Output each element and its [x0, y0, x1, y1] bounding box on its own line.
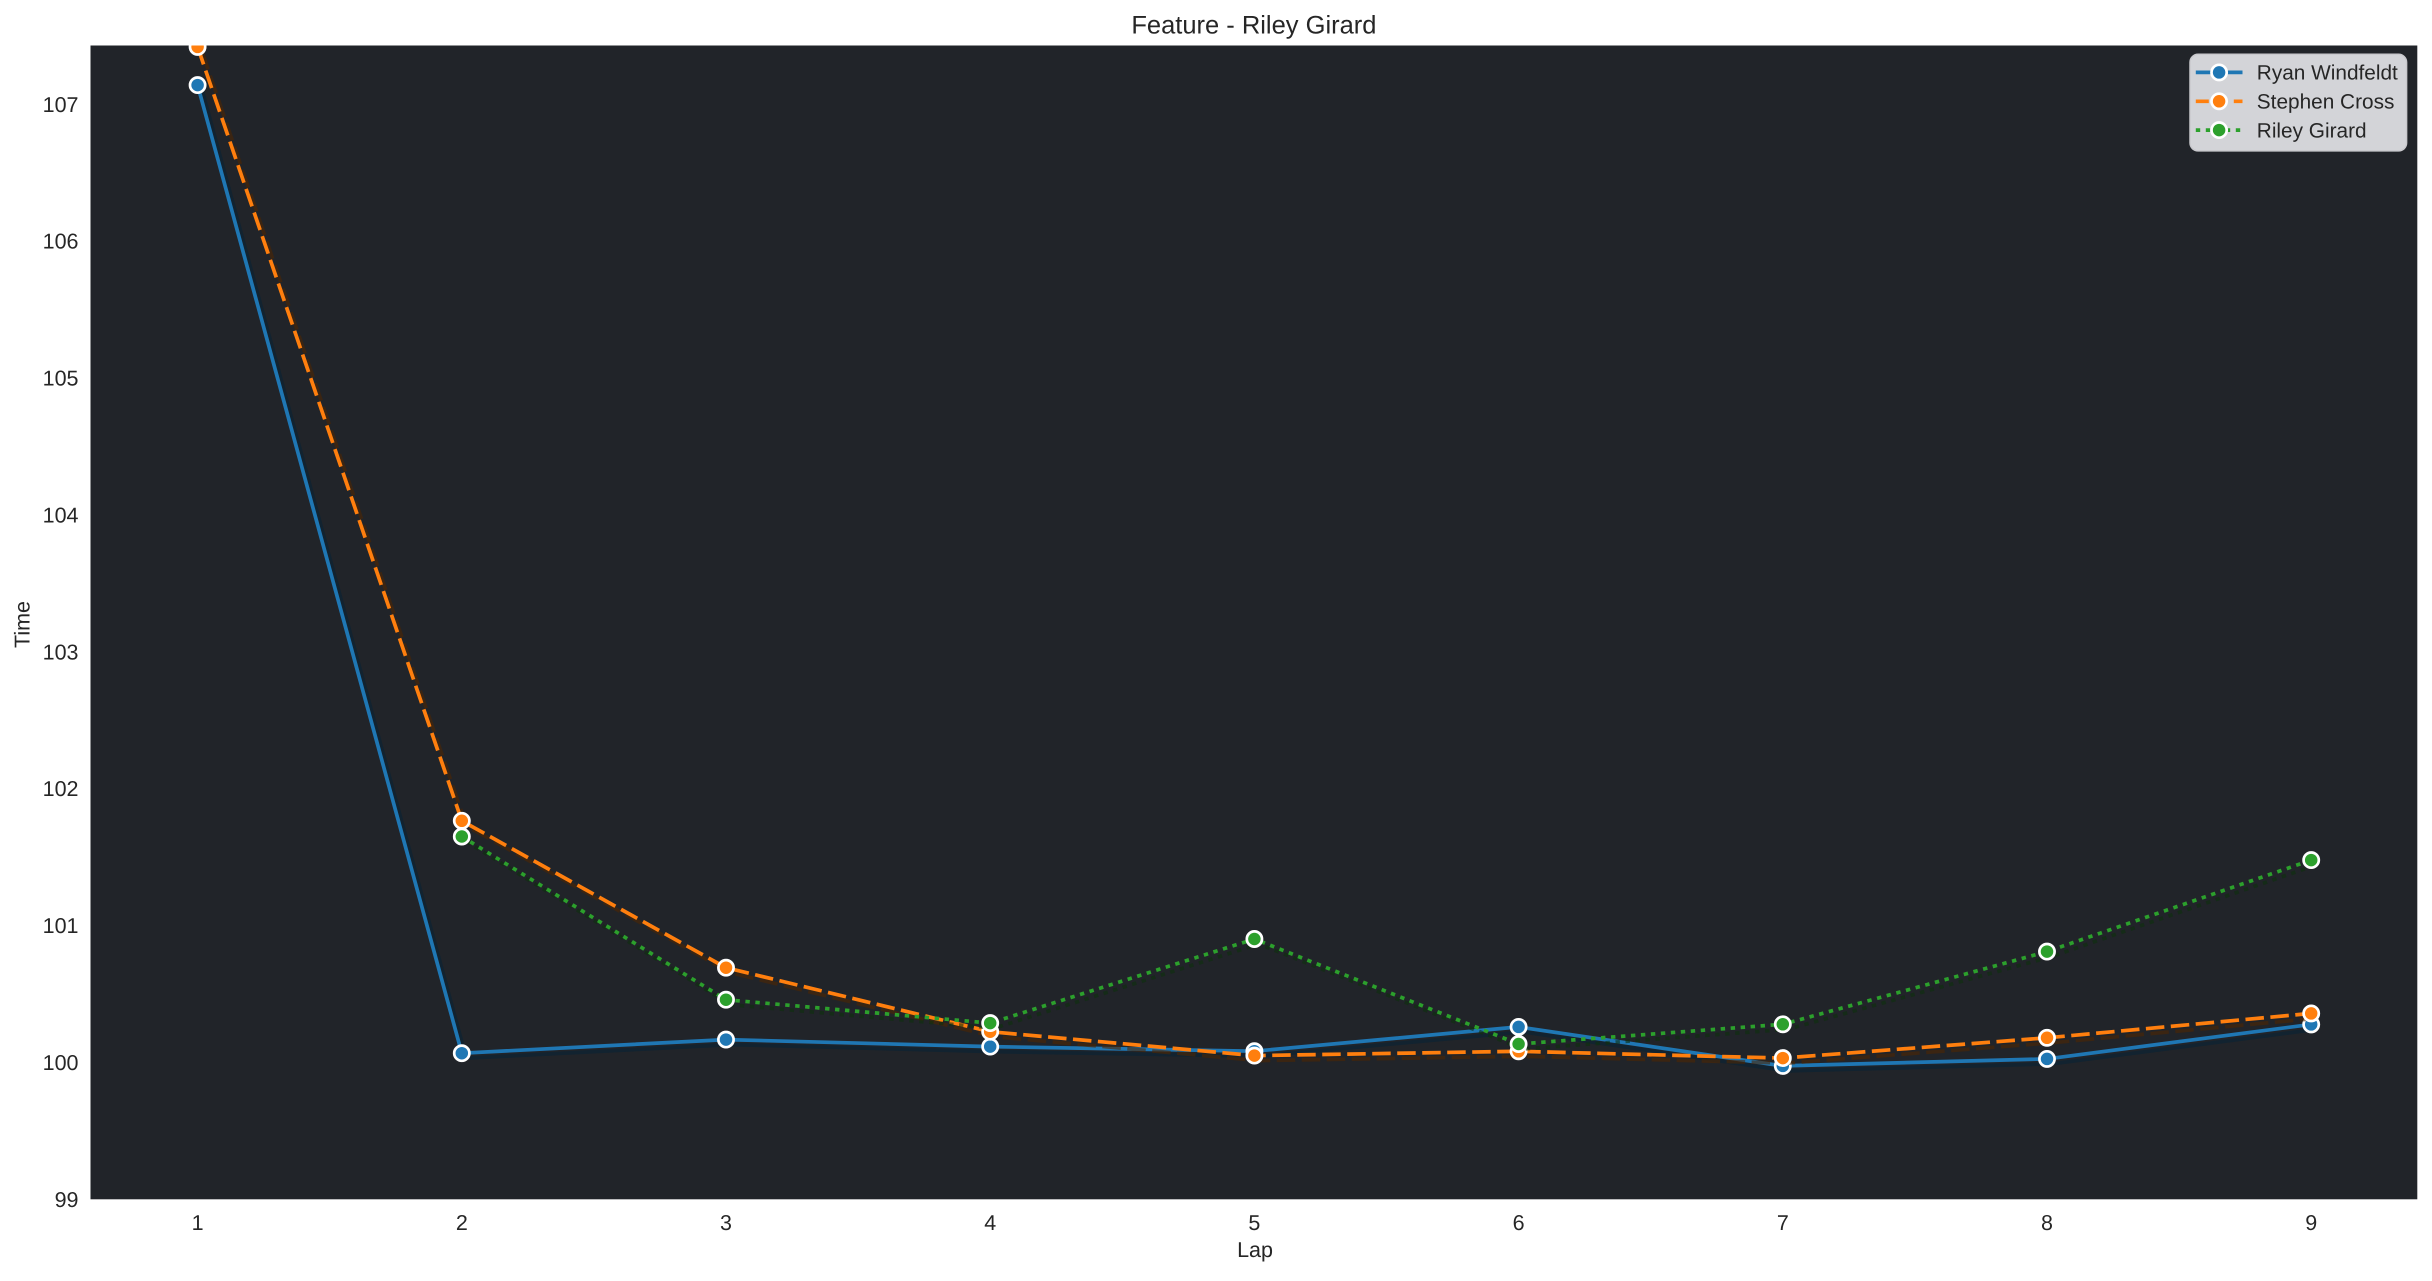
- svg-text:Ryan Windfeldt: Ryan Windfeldt: [2257, 62, 2398, 85]
- svg-text:105: 105: [43, 367, 79, 391]
- svg-text:Stephen Cross: Stephen Cross: [2257, 91, 2395, 114]
- svg-text:103: 103: [43, 640, 79, 664]
- svg-text:Lap: Lap: [1237, 1238, 1273, 1262]
- svg-text:6: 6: [1513, 1211, 1525, 1235]
- svg-text:Riley Girard: Riley Girard: [2257, 119, 2367, 142]
- svg-text:104: 104: [43, 503, 79, 527]
- svg-text:Feature - Riley Girard: Feature - Riley Girard: [1131, 12, 1376, 40]
- svg-text:100: 100: [43, 1051, 79, 1075]
- svg-text:3: 3: [720, 1211, 732, 1235]
- svg-text:101: 101: [43, 914, 79, 938]
- svg-text:102: 102: [43, 777, 79, 801]
- svg-text:8: 8: [2041, 1211, 2053, 1235]
- svg-text:4: 4: [984, 1211, 996, 1235]
- svg-text:2: 2: [456, 1211, 468, 1235]
- svg-text:7: 7: [1777, 1211, 1789, 1235]
- svg-text:9: 9: [2305, 1211, 2317, 1235]
- svg-text:5: 5: [1248, 1211, 1260, 1235]
- svg-text:106: 106: [43, 230, 79, 254]
- svg-text:107: 107: [43, 93, 79, 117]
- svg-text:Time: Time: [10, 601, 34, 648]
- svg-text:99: 99: [55, 1188, 79, 1212]
- svg-text:1: 1: [192, 1211, 204, 1235]
